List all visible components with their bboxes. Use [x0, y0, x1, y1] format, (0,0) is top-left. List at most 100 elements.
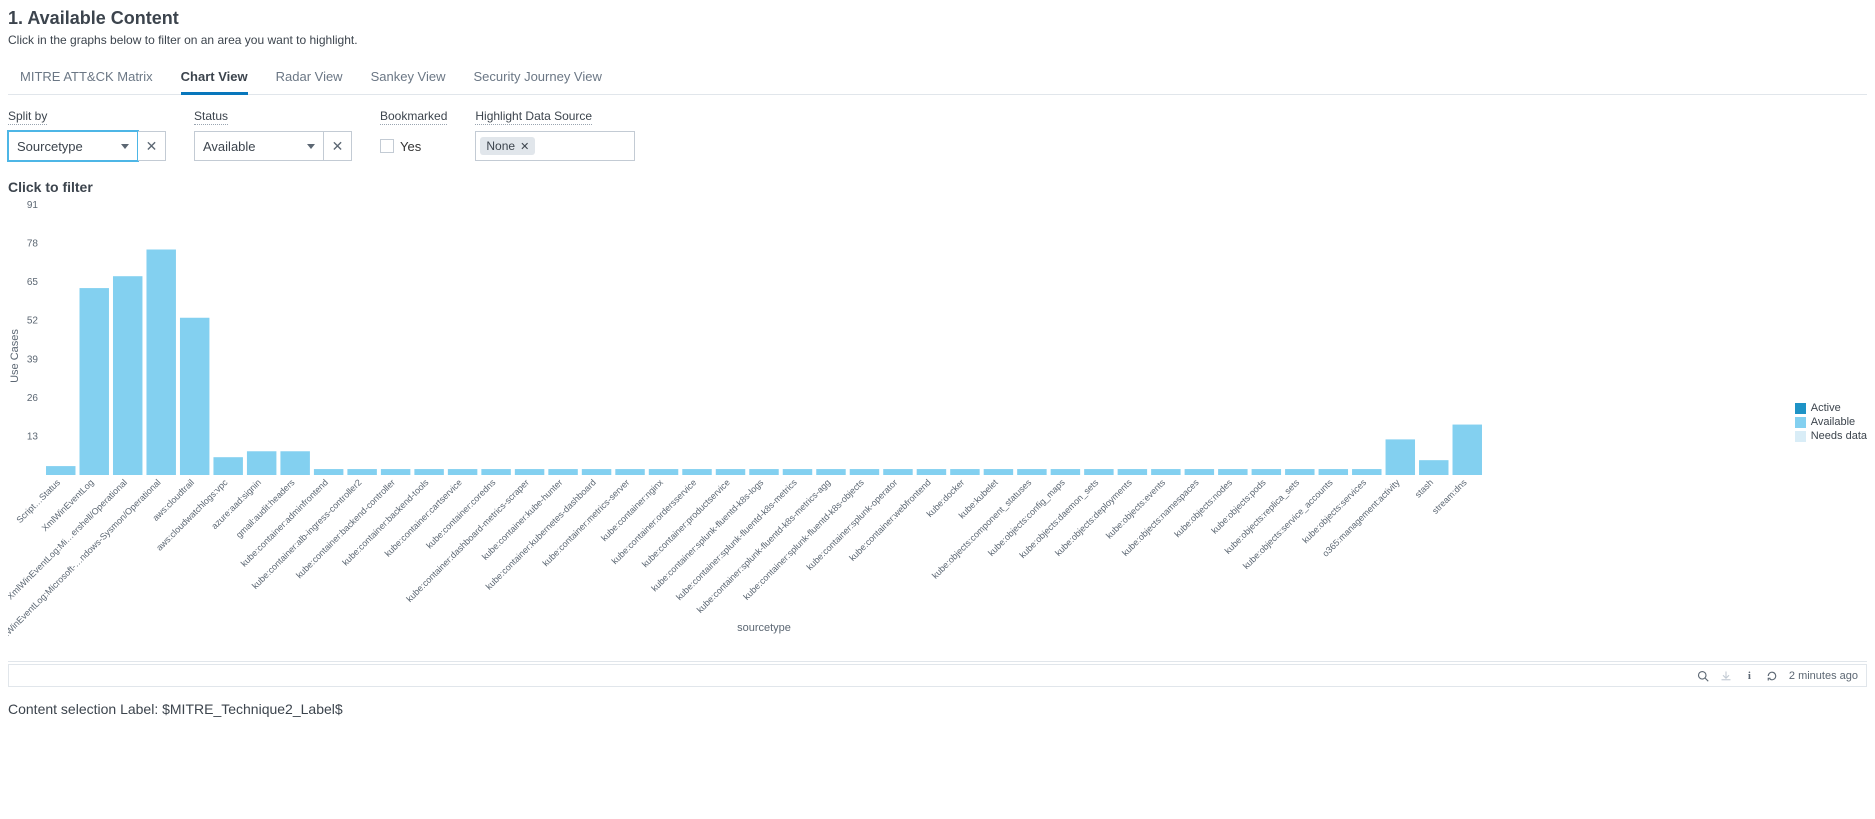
bar[interactable]: [850, 469, 879, 475]
split-by-select[interactable]: Sourcetype: [8, 131, 138, 161]
bar[interactable]: [347, 469, 376, 475]
bar[interactable]: [280, 451, 309, 475]
bar[interactable]: [682, 469, 711, 475]
bar[interactable]: [1218, 469, 1247, 475]
svg-text:26: 26: [27, 393, 39, 404]
bar[interactable]: [79, 288, 108, 475]
split-by-clear-button[interactable]: ✕: [138, 131, 166, 161]
bar[interactable]: [1051, 469, 1080, 475]
filter-status: Status Available ✕: [194, 109, 352, 161]
legend-label: Available: [1811, 415, 1855, 429]
bar[interactable]: [1285, 469, 1314, 475]
download-icon[interactable]: [1720, 669, 1733, 682]
bar[interactable]: [1151, 469, 1180, 475]
x-tick-label: stream:dns: [1430, 477, 1469, 516]
bar[interactable]: [481, 469, 510, 475]
svg-text:sourcetype: sourcetype: [737, 622, 791, 634]
tab-security-journey-view[interactable]: Security Journey View: [474, 61, 602, 95]
chevron-down-icon: [307, 144, 315, 149]
svg-text:65: 65: [27, 277, 39, 288]
view-tabs: MITRE ATT&CK Matrix Chart View Radar View S…: [8, 61, 1867, 95]
tab-radar-view[interactable]: Radar View: [276, 61, 343, 95]
bar[interactable]: [716, 469, 745, 475]
search-icon[interactable]: [1697, 669, 1710, 682]
bar[interactable]: [1453, 425, 1482, 475]
bar[interactable]: [917, 469, 946, 475]
highlight-ds-token[interactable]: None ✕: [480, 137, 535, 155]
bar[interactable]: [448, 469, 477, 475]
bar[interactable]: [749, 469, 778, 475]
bar[interactable]: [314, 469, 343, 475]
bar[interactable]: [1352, 469, 1381, 475]
svg-text:78: 78: [27, 239, 39, 250]
x-tick-label: kube:container:splunk-fluentd-k8s-metric…: [674, 477, 799, 602]
legend-item[interactable]: Needs data: [1795, 429, 1867, 443]
bar[interactable]: [548, 469, 577, 475]
section-title: 1. Available Content: [8, 8, 1867, 29]
svg-text:13: 13: [27, 431, 39, 442]
bar[interactable]: [783, 469, 812, 475]
divider: [8, 661, 1867, 662]
x-tick-label: kube:objects:events: [1104, 477, 1168, 541]
filter-highlight-data-source: Highlight Data Source None ✕: [475, 109, 635, 161]
x-tick-label: gmail:audit:headers: [234, 477, 297, 540]
bar[interactable]: [1419, 460, 1448, 475]
bar[interactable]: [1017, 469, 1046, 475]
bookmarked-checkbox-label: Yes: [400, 139, 421, 154]
svg-text:52: 52: [27, 316, 39, 327]
svg-text:91: 91: [27, 201, 39, 211]
bar[interactable]: [883, 469, 912, 475]
bar[interactable]: [1319, 469, 1348, 475]
refresh-icon[interactable]: [1766, 669, 1779, 682]
section-subtitle: Click in the graphs below to filter on a…: [8, 33, 1867, 47]
bar[interactable]: [1252, 469, 1281, 475]
content-selection-label: Content selection Label: $MITRE_Techniqu…: [8, 695, 1867, 717]
status-clear-button[interactable]: ✕: [324, 131, 352, 161]
bar[interactable]: [515, 469, 544, 475]
bar[interactable]: [1386, 439, 1415, 475]
legend-swatch: [1795, 403, 1806, 414]
bar[interactable]: [950, 469, 979, 475]
bar[interactable]: [46, 466, 75, 475]
chart-legend: ActiveAvailableNeeds data: [1789, 401, 1867, 443]
status-select[interactable]: Available: [194, 131, 324, 161]
bar[interactable]: [381, 469, 410, 475]
bar[interactable]: [146, 250, 175, 475]
svg-text:Use Cases: Use Cases: [9, 329, 21, 383]
bar[interactable]: [113, 276, 142, 475]
bar[interactable]: [984, 469, 1013, 475]
bar[interactable]: [247, 451, 276, 475]
bookmarked-checkbox[interactable]: [380, 139, 394, 153]
tab-sankey-view[interactable]: Sankey View: [371, 61, 446, 95]
bar[interactable]: [1118, 469, 1147, 475]
filter-bookmarked: Bookmarked Yes: [380, 109, 447, 161]
tab-chart-view[interactable]: Chart View: [181, 61, 248, 95]
legend-item[interactable]: Active: [1795, 401, 1867, 415]
bar[interactable]: [582, 469, 611, 475]
filter-bar: Split by Sourcetype ✕ Status Available ✕…: [8, 109, 1867, 161]
legend-item[interactable]: Available: [1795, 415, 1867, 429]
info-icon[interactable]: i: [1743, 669, 1756, 682]
close-icon[interactable]: ✕: [520, 140, 529, 153]
bar[interactable]: [213, 457, 242, 475]
x-tick-label: stash: [1413, 477, 1435, 499]
bar[interactable]: [649, 469, 678, 475]
highlight-ds-token-label: None: [486, 139, 515, 153]
bookmarked-label: Bookmarked: [380, 109, 447, 125]
highlight-ds-input[interactable]: None ✕: [475, 131, 635, 161]
legend-label: Needs data: [1811, 429, 1867, 443]
bar[interactable]: [414, 469, 443, 475]
tab-mitre-att-ck-matrix[interactable]: MITRE ATT&CK Matrix: [20, 61, 153, 95]
split-by-label: Split by: [8, 109, 47, 125]
x-tick-label: kube:container:dashboard-metrics-scraper: [404, 477, 531, 604]
bar[interactable]: [180, 318, 209, 475]
x-tick-label: kube:objects:services: [1300, 477, 1368, 545]
highlight-ds-label: Highlight Data Source: [475, 109, 592, 125]
bar[interactable]: [1084, 469, 1113, 475]
bar[interactable]: [1185, 469, 1214, 475]
bar[interactable]: [615, 469, 644, 475]
legend-swatch: [1795, 431, 1806, 442]
x-tick-label: kube:objects:nodes: [1172, 477, 1234, 539]
bar[interactable]: [816, 469, 845, 475]
bar-chart[interactable]: 13263952657891Use CasesScript…StatusXmlW…: [8, 201, 1789, 651]
